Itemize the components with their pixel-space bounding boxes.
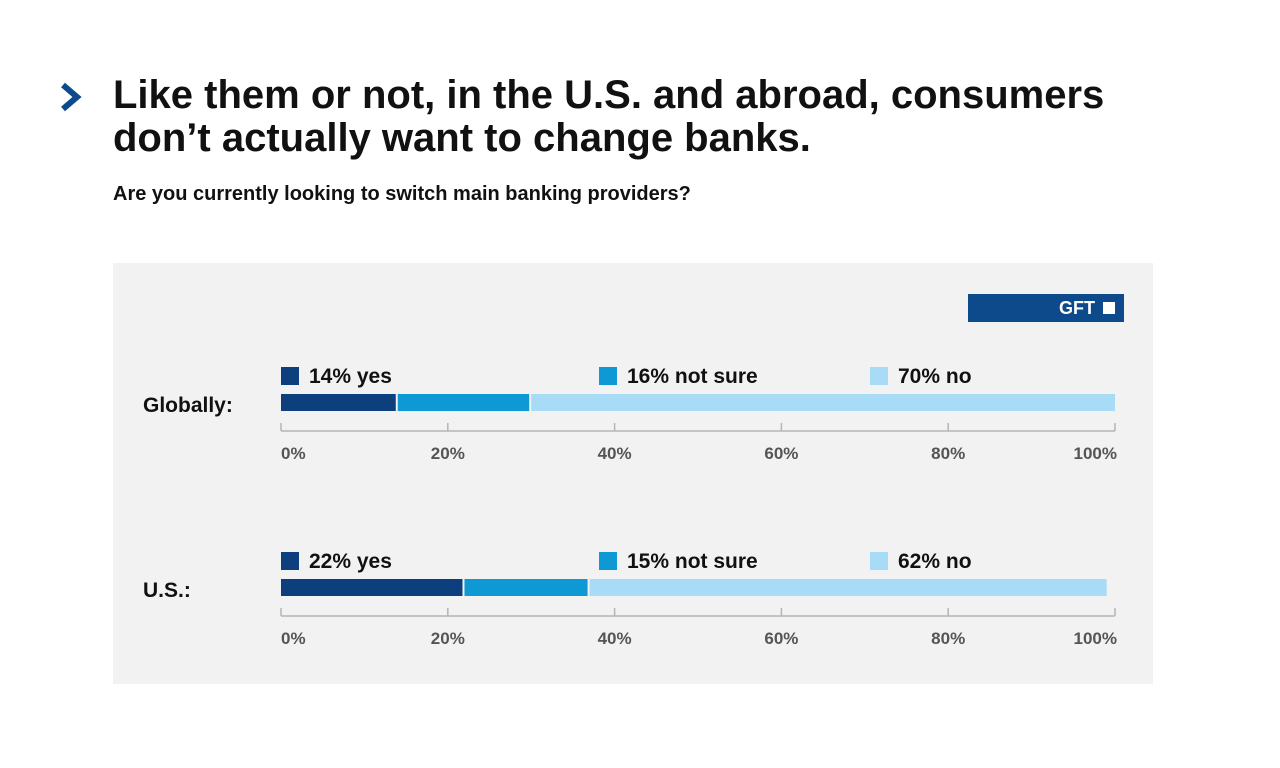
legend-label: 22% yes: [309, 550, 392, 573]
stacked-bar-chart: Globally: 14% yes 16% not sure 70% no 0% 20% 4…: [143, 365, 1117, 648]
brand-square-icon: [1103, 302, 1115, 314]
x-tick-label: 60%: [764, 444, 798, 463]
x-tick-label: 80%: [931, 444, 965, 463]
bar-segment-not-sure: [397, 394, 530, 411]
x-tick-label: 20%: [431, 629, 465, 648]
bar-segment-no: [531, 394, 1115, 411]
legend-label: 15% not sure: [627, 550, 758, 573]
bar-segment-yes: [281, 394, 396, 411]
x-tick-label: 100%: [1074, 629, 1117, 648]
legend-swatch-no: [870, 367, 888, 385]
legend-swatch-not-sure: [599, 367, 617, 385]
x-tick-label: 40%: [598, 629, 632, 648]
legend-swatch-no: [870, 552, 888, 570]
bar-segment-not-sure: [464, 579, 588, 596]
page-title: Like them or not, in the U.S. and abroad…: [113, 73, 1105, 160]
x-tick-label: 0%: [281, 444, 306, 463]
brand-label: GFT: [1059, 297, 1095, 318]
legend-label: 70% no: [898, 365, 972, 388]
legend-label: 16% not sure: [627, 365, 758, 388]
bar-segment-no: [589, 579, 1107, 596]
legend-label: 62% no: [898, 550, 972, 573]
legend-swatch-not-sure: [599, 552, 617, 570]
legend-swatch-yes: [281, 552, 299, 570]
legend-swatch-yes: [281, 367, 299, 385]
x-tick-label: 80%: [931, 629, 965, 648]
x-tick-label: 0%: [281, 629, 306, 648]
x-tick-label: 100%: [1074, 444, 1117, 463]
bar-segment-yes: [281, 579, 463, 596]
brand-badge: GFT: [968, 294, 1124, 322]
chart-subtitle: Are you currently looking to switch main…: [113, 183, 691, 205]
legend-label: 14% yes: [309, 365, 392, 388]
chevron-right-icon: [61, 82, 82, 112]
row-label: Globally:: [143, 394, 233, 417]
row-label: U.S.:: [143, 579, 191, 602]
chart-panel: GFT Globally: 14% yes 16% not sure 70% no 0%…: [113, 263, 1153, 684]
x-tick-label: 40%: [598, 444, 632, 463]
x-tick-label: 20%: [431, 444, 465, 463]
x-tick-label: 60%: [764, 629, 798, 648]
